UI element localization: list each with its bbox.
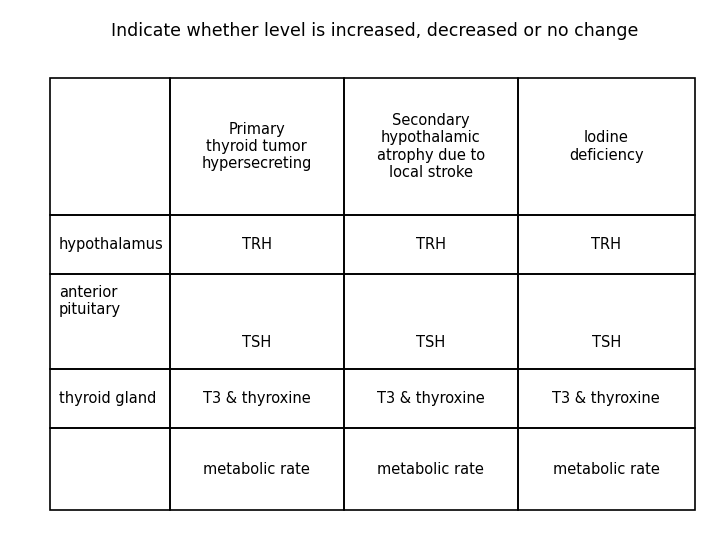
Text: TSH: TSH: [416, 335, 445, 350]
Text: anterior
pituitary: anterior pituitary: [59, 285, 121, 317]
Text: metabolic rate: metabolic rate: [203, 462, 310, 477]
Text: Indicate whether level is increased, decreased or no change: Indicate whether level is increased, dec…: [111, 22, 638, 39]
Text: TRH: TRH: [591, 237, 621, 252]
Text: T3 & thyroxine: T3 & thyroxine: [552, 391, 660, 406]
Text: TSH: TSH: [242, 335, 271, 350]
Text: metabolic rate: metabolic rate: [377, 462, 484, 477]
Text: Iodine
deficiency: Iodine deficiency: [569, 130, 644, 163]
Text: thyroid gland: thyroid gland: [59, 391, 156, 406]
Text: TRH: TRH: [415, 237, 446, 252]
Text: metabolic rate: metabolic rate: [553, 462, 660, 477]
Text: T3 & thyroxine: T3 & thyroxine: [203, 391, 310, 406]
Text: TSH: TSH: [592, 335, 621, 350]
Text: hypothalamus: hypothalamus: [59, 237, 163, 252]
Text: TRH: TRH: [242, 237, 271, 252]
Text: T3 & thyroxine: T3 & thyroxine: [377, 391, 485, 406]
Text: Secondary
hypothalamic
atrophy due to
local stroke: Secondary hypothalamic atrophy due to lo…: [377, 113, 485, 180]
Text: Primary
thyroid tumor
hypersecreting: Primary thyroid tumor hypersecreting: [202, 122, 312, 171]
